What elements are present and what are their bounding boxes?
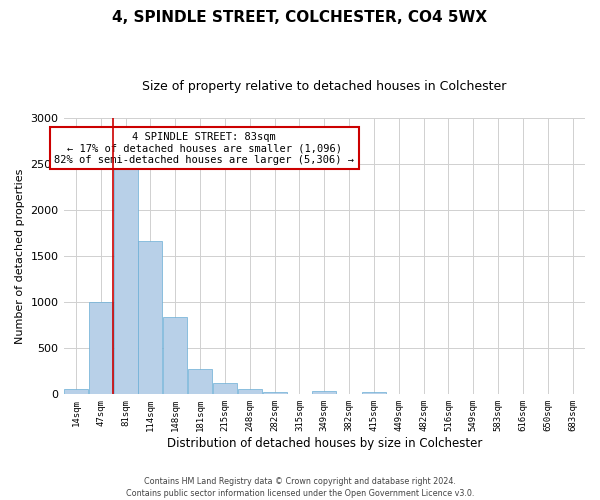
- Bar: [64, 390, 88, 394]
- Text: Contains HM Land Registry data © Crown copyright and database right 2024.
Contai: Contains HM Land Registry data © Crown c…: [126, 476, 474, 498]
- Bar: [312, 391, 337, 394]
- Bar: [213, 384, 237, 394]
- Bar: [238, 390, 262, 394]
- Text: 4, SPINDLE STREET, COLCHESTER, CO4 5WX: 4, SPINDLE STREET, COLCHESTER, CO4 5WX: [112, 10, 488, 25]
- Bar: [263, 392, 287, 394]
- Title: Size of property relative to detached houses in Colchester: Size of property relative to detached ho…: [142, 80, 506, 93]
- X-axis label: Distribution of detached houses by size in Colchester: Distribution of detached houses by size …: [167, 437, 482, 450]
- Bar: [113, 166, 137, 394]
- Y-axis label: Number of detached properties: Number of detached properties: [15, 168, 25, 344]
- Bar: [89, 302, 113, 394]
- Bar: [188, 370, 212, 394]
- Bar: [163, 318, 187, 394]
- Text: 4 SPINDLE STREET: 83sqm
← 17% of detached houses are smaller (1,096)
82% of semi: 4 SPINDLE STREET: 83sqm ← 17% of detache…: [55, 132, 355, 165]
- Bar: [362, 392, 386, 394]
- Bar: [139, 242, 163, 394]
